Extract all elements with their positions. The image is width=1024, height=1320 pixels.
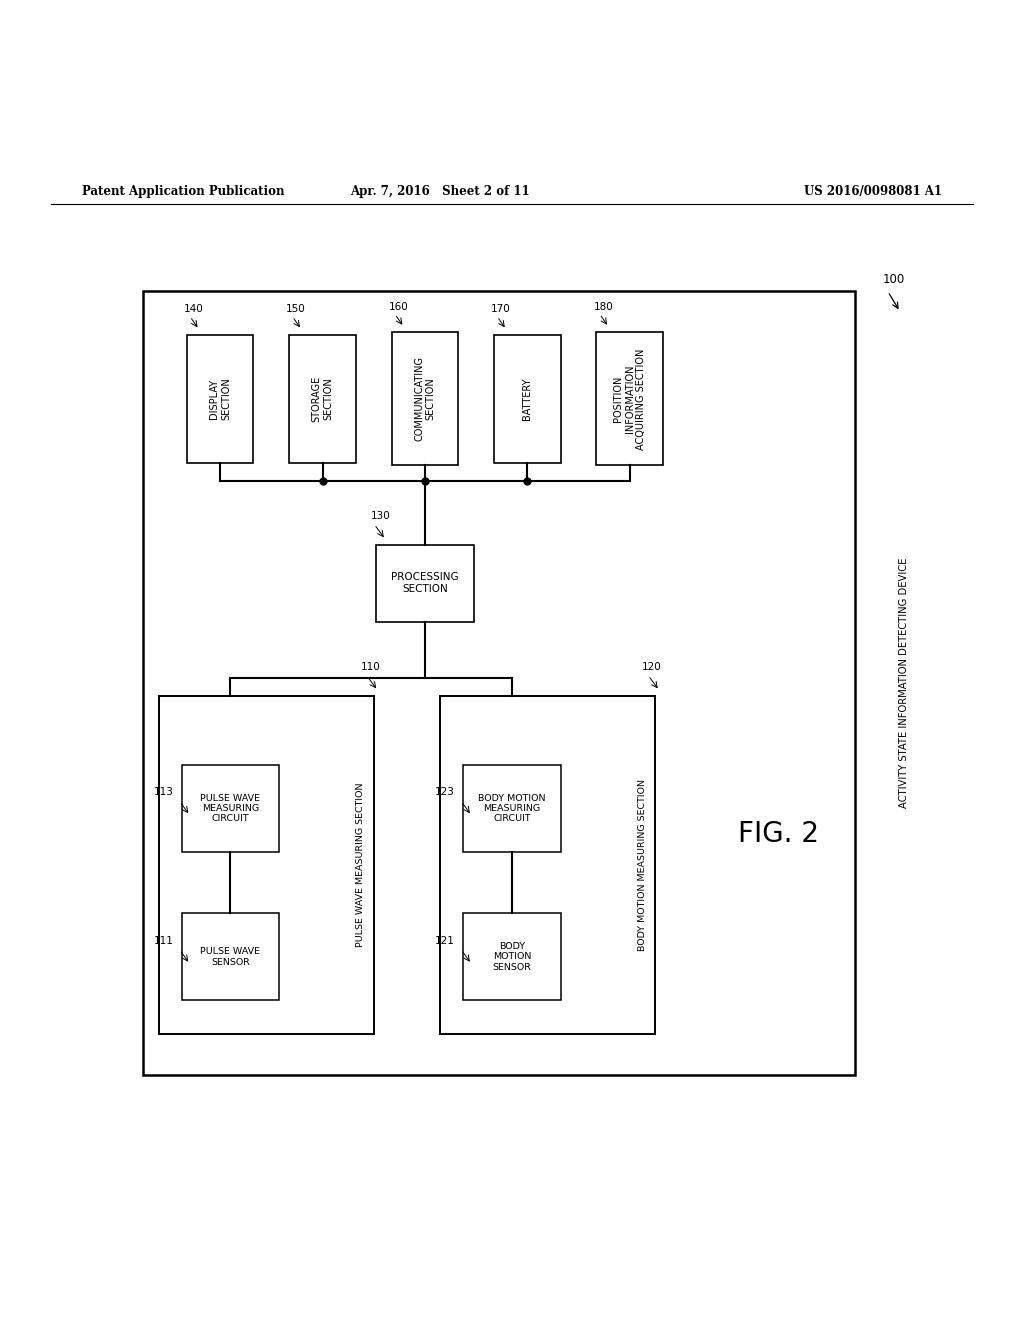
Bar bbox=[463, 766, 561, 851]
Text: 160: 160 bbox=[388, 302, 409, 312]
Text: 180: 180 bbox=[594, 302, 613, 312]
Text: 123: 123 bbox=[435, 787, 455, 797]
Text: 100: 100 bbox=[883, 273, 905, 286]
Text: Patent Application Publication: Patent Application Publication bbox=[82, 185, 285, 198]
Text: PULSE WAVE MEASURING SECTION: PULSE WAVE MEASURING SECTION bbox=[356, 783, 365, 946]
Text: Apr. 7, 2016   Sheet 2 of 11: Apr. 7, 2016 Sheet 2 of 11 bbox=[350, 185, 530, 198]
Text: BODY MOTION MEASURING SECTION: BODY MOTION MEASURING SECTION bbox=[638, 779, 646, 950]
Text: 150: 150 bbox=[286, 305, 306, 314]
Bar bbox=[495, 335, 561, 463]
Bar bbox=[182, 913, 279, 1001]
Text: BATTERY: BATTERY bbox=[522, 378, 532, 420]
Text: US 2016/0098081 A1: US 2016/0098081 A1 bbox=[804, 185, 942, 198]
Text: 113: 113 bbox=[154, 787, 173, 797]
Text: COMMUNICATING
SECTION: COMMUNICATING SECTION bbox=[414, 356, 436, 441]
Text: 130: 130 bbox=[371, 511, 391, 521]
Text: DISPLAY
SECTION: DISPLAY SECTION bbox=[209, 378, 231, 420]
Text: PROCESSING
SECTION: PROCESSING SECTION bbox=[391, 573, 459, 594]
Text: 120: 120 bbox=[642, 663, 662, 672]
Text: PULSE WAVE
MEASURING
CIRCUIT: PULSE WAVE MEASURING CIRCUIT bbox=[201, 793, 260, 824]
Text: 140: 140 bbox=[184, 305, 204, 314]
Bar bbox=[159, 696, 374, 1034]
Text: 111: 111 bbox=[154, 936, 173, 945]
Text: 170: 170 bbox=[492, 305, 511, 314]
Bar bbox=[182, 766, 279, 851]
Bar bbox=[186, 335, 254, 463]
Text: POSITION
INFORMATION
ACQUIRING SECTION: POSITION INFORMATION ACQUIRING SECTION bbox=[613, 348, 646, 450]
Text: 121: 121 bbox=[435, 936, 455, 945]
Text: STORAGE
SECTION: STORAGE SECTION bbox=[311, 376, 334, 422]
Bar bbox=[596, 333, 664, 466]
Bar bbox=[391, 333, 458, 466]
Bar bbox=[440, 696, 655, 1034]
Text: FIG. 2: FIG. 2 bbox=[737, 820, 819, 847]
Bar bbox=[463, 913, 561, 1001]
Text: 110: 110 bbox=[360, 663, 380, 672]
Bar bbox=[289, 335, 356, 463]
Bar bbox=[143, 292, 855, 1074]
Text: BODY
MOTION
SENSOR: BODY MOTION SENSOR bbox=[493, 942, 531, 972]
Text: BODY MOTION
MEASURING
CIRCUIT: BODY MOTION MEASURING CIRCUIT bbox=[478, 793, 546, 824]
Bar bbox=[377, 545, 473, 622]
Text: ACTIVITY STATE INFORMATION DETECTING DEVICE: ACTIVITY STATE INFORMATION DETECTING DEV… bbox=[899, 558, 909, 808]
Text: PULSE WAVE
SENSOR: PULSE WAVE SENSOR bbox=[201, 948, 260, 966]
